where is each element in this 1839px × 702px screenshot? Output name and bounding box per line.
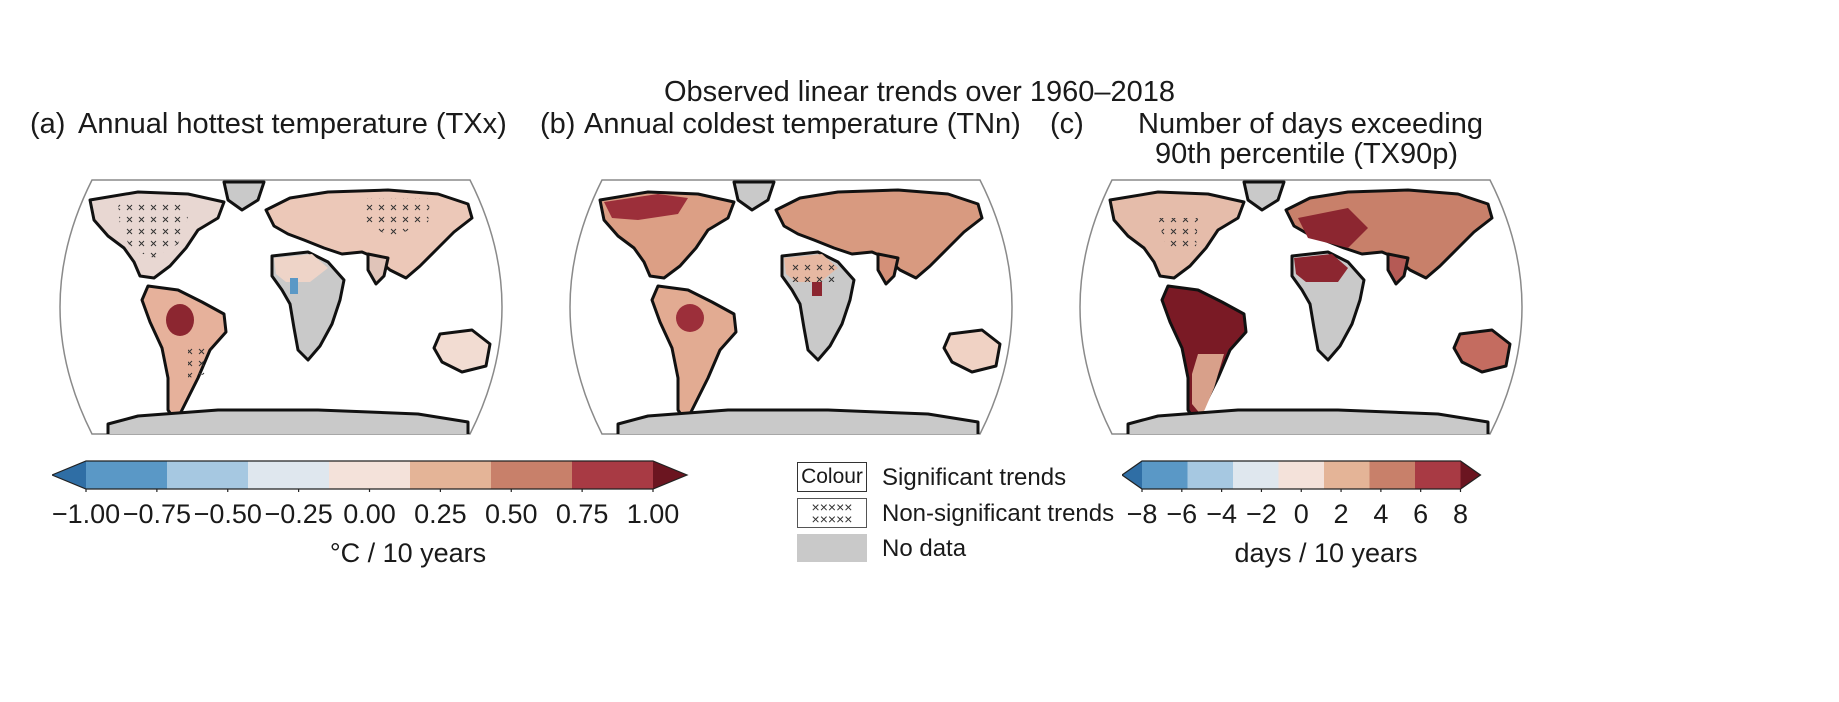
panel-c-label: (c)	[1050, 108, 1084, 140]
temp-colorbar-tick-label-5: 0.25	[414, 499, 467, 529]
temp-colorbar-tick-label-0: −1.00	[51, 499, 121, 529]
australia	[942, 328, 1002, 374]
colorbar-temperature	[52, 460, 689, 492]
temp-colorbar-segment-2	[167, 461, 249, 489]
days-colorbar-segment-7	[1415, 461, 1461, 489]
legend-hatch-box: ××××× ×××××	[797, 498, 867, 528]
days-colorbar-segment-6	[1369, 461, 1416, 489]
days-colorbar-tick-label-5: 2	[1333, 499, 1349, 529]
days-colorbar-extend-low	[1122, 461, 1142, 489]
south-america-south	[1192, 354, 1224, 416]
temp-colorbar-segment-4	[329, 461, 411, 489]
legend-no-data-box	[797, 534, 867, 562]
temp-colorbar-extend-low	[52, 461, 86, 489]
legend-non-significant-label: Non-significant trends	[882, 500, 1115, 527]
days-colorbar-tick-label-0: −8	[1126, 499, 1158, 529]
days-colorbar-tick-label-6: 4	[1373, 499, 1389, 529]
figure-title: Observed linear trends over 1960–2018	[663, 76, 1176, 108]
antarctica	[106, 408, 470, 434]
north-america-hatch	[1158, 218, 1198, 248]
india	[1386, 252, 1410, 286]
amazon-hotspot	[676, 304, 704, 332]
legend-colour-box: Colour	[797, 462, 867, 492]
south-america-hatch	[188, 346, 212, 378]
africa-cooling-spot	[290, 278, 298, 294]
legend-hatch-row-2: ×××××	[811, 511, 853, 527]
sahel-hotspot	[812, 282, 822, 296]
map-panel-b	[569, 179, 1013, 435]
days-colorbar-tick-label-8: 8	[1452, 499, 1469, 529]
temp-colorbar-tick-label-2: −0.50	[193, 499, 262, 529]
temp-colorbar-segment-5	[410, 461, 492, 489]
legend-hatch-row-1: ×××××	[811, 499, 853, 515]
asia-hatch	[362, 198, 430, 236]
india	[366, 252, 390, 286]
north-america-hatch	[118, 200, 188, 258]
temp-colorbar-tick-label-6: 0.50	[484, 499, 538, 529]
legend-no-data-label: No data	[882, 535, 967, 562]
south-america	[140, 284, 228, 424]
panel-c-title-line1: Number of days exceeding	[1138, 108, 1483, 140]
australia	[432, 328, 492, 374]
days-colorbar-tick-label-2: −4	[1206, 499, 1238, 529]
temp-colorbar-segment-7	[572, 461, 654, 489]
panel-b-title: Annual coldest temperature (TNn)	[584, 108, 1021, 140]
days-colorbar-segment-5	[1324, 461, 1370, 489]
europe-hotspot	[1298, 208, 1368, 248]
days-colorbar-segment-3	[1233, 461, 1279, 489]
colorbar-days-unit: days / 10 years	[1234, 538, 1418, 568]
greenland	[1242, 180, 1286, 212]
greenland	[222, 180, 266, 212]
north-canada-hotspot	[604, 194, 688, 220]
colorbar-temperature-unit: °C / 10 years	[329, 538, 487, 568]
south-america	[650, 284, 738, 424]
temp-colorbar-tick-label-7: 0.75	[555, 499, 609, 529]
temp-colorbar-tick-label-1: −0.75	[122, 499, 192, 529]
india	[876, 252, 900, 286]
days-colorbar-segment-2	[1187, 461, 1234, 489]
panel-a-title: Annual hottest temperature (TXx)	[78, 108, 507, 140]
days-colorbar-segment-1	[1142, 461, 1188, 489]
temp-colorbar-segment-6	[491, 461, 573, 489]
temp-colorbar-tick-label-3: −0.25	[264, 499, 333, 529]
map-panel-c	[1079, 179, 1523, 435]
temp-colorbar-segment-3	[248, 461, 330, 489]
days-colorbar-tick-label-1: −6	[1166, 499, 1198, 529]
europe-asia	[774, 188, 984, 280]
amazon-hotspot	[166, 304, 194, 336]
panel-b-label: (b)	[540, 108, 576, 140]
panel-a-label: (a)	[30, 108, 66, 140]
antarctica	[1126, 408, 1490, 434]
antarctica	[616, 408, 980, 434]
days-colorbar-extend-high	[1460, 461, 1481, 489]
legend-significant-label: Significant trends	[882, 464, 1067, 491]
days-colorbar-segment-4	[1278, 461, 1325, 489]
colorbar-days	[1122, 460, 1482, 492]
days-colorbar-tick-label-4: 0	[1293, 499, 1309, 529]
panel-c-title-line2: 90th percentile (TX90p)	[1155, 138, 1459, 170]
temp-colorbar-tick-label-8: 1.00	[626, 499, 680, 529]
temp-colorbar-extend-high	[653, 461, 687, 489]
greenland	[732, 180, 776, 212]
north-africa-hotspot	[1294, 254, 1348, 282]
temp-colorbar-segment-1	[86, 461, 168, 489]
days-colorbar-tick-label-7: 6	[1413, 499, 1429, 529]
map-panel-a	[59, 179, 503, 435]
days-colorbar-tick-label-3: −2	[1246, 499, 1277, 529]
africa-hatch	[788, 262, 838, 282]
temp-colorbar-tick-label-4: 0.00	[343, 499, 396, 529]
north-africa-trend	[274, 254, 328, 282]
australia	[1452, 328, 1512, 374]
